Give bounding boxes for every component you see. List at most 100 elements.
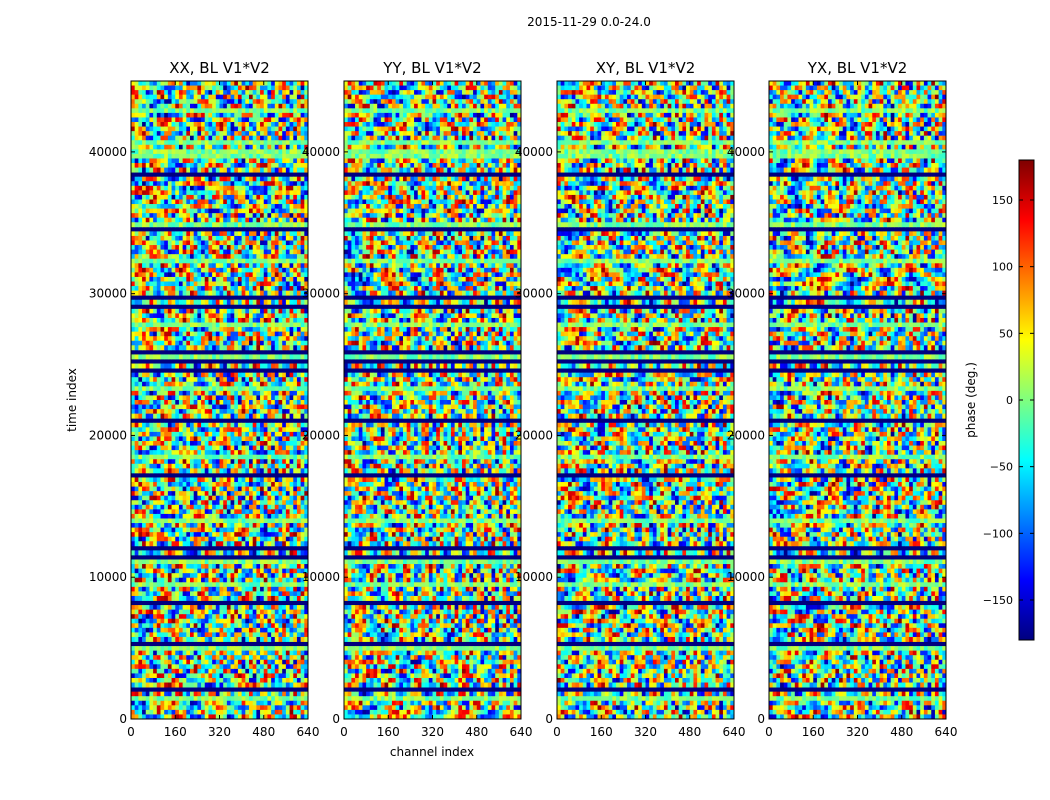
heatmap-cell (245, 240, 250, 246)
heatmap-cell (160, 153, 165, 159)
heatmap-cell (260, 340, 265, 346)
heatmap-cell (178, 422, 184, 428)
heatmap-cell (149, 99, 154, 105)
heatmap-cell (282, 413, 287, 419)
heatmap-cell (263, 536, 268, 542)
heatmap-cell (267, 122, 272, 127)
heatmap-cell (278, 235, 283, 241)
heatmap-cell (175, 199, 180, 205)
heatmap-cell (304, 381, 308, 387)
heatmap-cell (226, 194, 231, 200)
heatmap-cell (160, 523, 165, 528)
heatmap-cell (149, 486, 154, 492)
heatmap-cell (167, 290, 172, 296)
heatmap-cell (134, 135, 139, 141)
heatmap-cell (160, 495, 165, 501)
heatmap-cell (296, 135, 302, 141)
heatmap-cell (153, 286, 158, 292)
heatmap-cell (164, 395, 169, 401)
heatmap-cell (138, 331, 143, 337)
heatmap-cell (260, 500, 265, 506)
heatmap-cell (215, 377, 220, 383)
heatmap-cell (293, 495, 298, 501)
heatmap-cell (153, 258, 158, 264)
heatmap-cell (212, 409, 217, 415)
heatmap-cell (193, 509, 198, 515)
heatmap-cell (304, 436, 308, 442)
heatmap-cell (249, 208, 254, 214)
heatmap-cell (245, 213, 250, 219)
heatmap-cell (193, 190, 198, 196)
heatmap-cell (149, 436, 154, 442)
heatmap-cell (134, 208, 139, 214)
heatmap-cell (245, 94, 250, 100)
heatmap-cell (190, 90, 195, 96)
heatmap-cell (204, 140, 209, 146)
heatmap-cell (282, 199, 287, 205)
heatmap-cell (190, 140, 195, 146)
heatmap-cell (160, 431, 165, 437)
heatmap-cell (212, 213, 217, 219)
heatmap-cell (249, 577, 254, 583)
heatmap-cell (241, 317, 246, 323)
heatmap-cell (178, 258, 184, 264)
heatmap-cell (145, 509, 150, 515)
heatmap-cell (285, 313, 290, 319)
heatmap-cell (178, 363, 184, 369)
heatmap-cell (278, 263, 283, 269)
heatmap-cell (304, 135, 308, 141)
heatmap-cell (260, 176, 265, 182)
heatmap-cell (167, 158, 172, 164)
heatmap-cell (182, 582, 187, 588)
heatmap-cell (219, 163, 224, 168)
heatmap-cell (219, 450, 224, 456)
heatmap-cell (175, 445, 180, 451)
heatmap-cell (267, 500, 272, 506)
heatmap-cell (271, 176, 276, 182)
heatmap-cell (204, 605, 209, 611)
heatmap-cell (171, 363, 176, 369)
heatmap-cell (304, 354, 308, 360)
heatmap-cell (271, 559, 276, 565)
heatmap-cell (212, 199, 217, 205)
heatmap-cell (293, 117, 298, 123)
heatmap-cell (142, 204, 147, 209)
heatmap-cell (226, 299, 231, 305)
heatmap-cell (142, 532, 147, 538)
heatmap-cell (178, 90, 184, 96)
heatmap-cell (134, 413, 139, 419)
heatmap-cell (175, 108, 180, 114)
heatmap-cell (193, 427, 198, 433)
heatmap-cell (208, 459, 213, 465)
heatmap-cell (167, 541, 172, 547)
heatmap-cell (234, 249, 239, 255)
heatmap-cell (256, 117, 261, 123)
heatmap-cell (256, 482, 261, 487)
heatmap-cell (226, 149, 231, 155)
heatmap-cell (149, 163, 154, 168)
heatmap-cell (186, 153, 191, 159)
heatmap-cell (293, 103, 298, 109)
heatmap-cell (300, 245, 305, 251)
heatmap-cell (252, 167, 257, 173)
heatmap-cell (197, 108, 202, 114)
heatmap-cell (142, 122, 147, 127)
heatmap-cell (164, 190, 169, 196)
heatmap-cell (226, 94, 231, 100)
heatmap-cell (223, 345, 228, 351)
heatmap-cell (164, 354, 169, 360)
heatmap-cell (156, 81, 161, 86)
heatmap-cell (263, 559, 268, 565)
heatmap-cell (134, 536, 139, 542)
heatmap-cell (237, 482, 243, 487)
heatmap-cell (285, 573, 290, 579)
heatmap-cell (223, 372, 228, 378)
heatmap-cell (304, 532, 308, 538)
heatmap-cell (230, 176, 235, 182)
heatmap-cell (226, 431, 231, 437)
heatmap-cell (249, 331, 254, 337)
heatmap-cell (219, 422, 224, 428)
heatmap-cell (241, 445, 246, 451)
heatmap-cell (230, 532, 235, 538)
heatmap-cell (145, 386, 150, 392)
